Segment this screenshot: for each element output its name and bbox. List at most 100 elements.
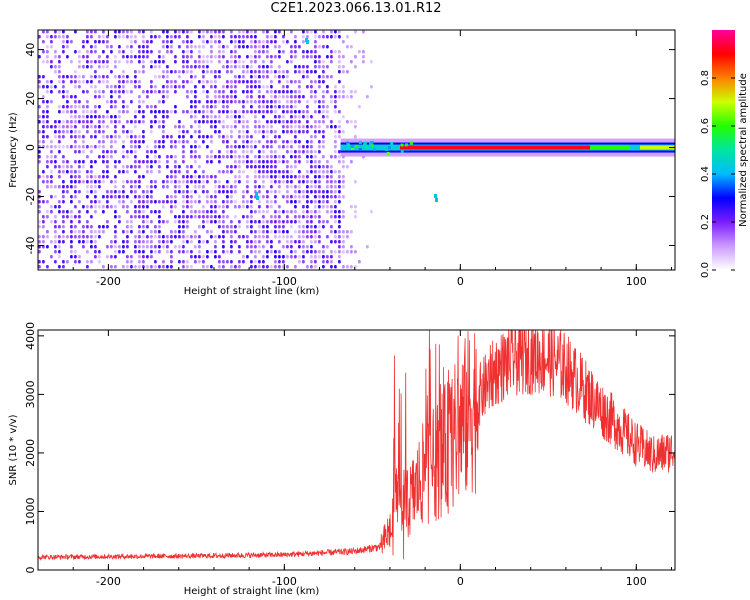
spectrogram-cell xyxy=(162,180,165,184)
spectrogram-cell xyxy=(202,140,205,144)
spectrogram-cell xyxy=(238,60,241,64)
spectrogram-cell xyxy=(62,50,65,54)
spectrogram-cell xyxy=(258,220,261,224)
carrier-blob xyxy=(409,141,413,145)
spectrogram-cell xyxy=(142,45,145,49)
spectrogram-cell xyxy=(50,80,53,84)
spectrogram-cell xyxy=(122,30,125,34)
spectrogram-cell xyxy=(338,160,341,164)
spectrogram-cell xyxy=(78,145,81,149)
spectrogram-cell xyxy=(130,80,133,84)
spectrogram-cell xyxy=(62,190,65,194)
spectrogram-cell xyxy=(86,155,89,159)
spectrogram-cell xyxy=(306,30,309,34)
spectrogram-cell xyxy=(286,150,289,154)
spectrogram-cell xyxy=(234,45,237,49)
spectrogram-cell xyxy=(70,175,73,179)
spectrogram-cell xyxy=(206,220,209,224)
spectrogram-cell xyxy=(154,210,157,214)
spectrogram-cell xyxy=(278,100,281,104)
spectrogram-cell xyxy=(146,155,149,159)
carrier-blob xyxy=(373,147,377,151)
spectrogram-y-tick-label: 0 xyxy=(24,144,37,151)
spectrogram-cell xyxy=(270,95,273,99)
spectrogram-cell xyxy=(90,170,93,174)
spectrogram-cell xyxy=(58,60,61,64)
spectrogram-cell xyxy=(234,200,237,204)
spectrogram-cell xyxy=(58,150,61,154)
spectrogram-cell xyxy=(234,155,237,159)
spectrogram-cell xyxy=(262,135,265,139)
spectrogram-cell xyxy=(230,250,233,254)
spectrogram-cell xyxy=(262,130,265,134)
spectrogram-cell xyxy=(254,130,257,134)
spectrogram-y-tick-label: 20 xyxy=(24,92,37,106)
spectrogram-cell xyxy=(42,260,45,264)
spectrogram-cell xyxy=(306,245,309,249)
spectrogram-cell xyxy=(238,160,241,164)
spectrogram-cell xyxy=(54,70,57,74)
spectrogram-cell xyxy=(50,85,53,89)
spectrogram-cell xyxy=(274,215,277,219)
spectrogram-cell xyxy=(58,170,61,174)
spectrogram-cell xyxy=(230,60,233,64)
spectrogram-cell xyxy=(270,150,273,154)
spectrogram-cell xyxy=(110,245,113,249)
spectrogram-cell xyxy=(222,245,225,249)
spectrogram-cell xyxy=(130,190,133,194)
carrier-blob xyxy=(358,141,362,145)
spectrogram-cell xyxy=(118,115,121,119)
spectrogram-cell xyxy=(330,30,333,34)
spectrogram-cell xyxy=(266,100,269,104)
spectrogram-cell xyxy=(86,240,89,244)
spectrogram-cell xyxy=(326,210,329,214)
spectrogram-cell xyxy=(314,235,317,239)
spectrogram-cell xyxy=(318,240,321,244)
colorbar-tick-label: 0.8 xyxy=(700,70,711,86)
spectrogram-cell xyxy=(306,70,309,74)
spectrogram-cell xyxy=(290,235,293,239)
spectrogram-cell xyxy=(50,145,53,149)
spectrogram-cell xyxy=(266,195,269,199)
spectrogram-cell xyxy=(274,105,277,109)
spectrogram-cell xyxy=(134,195,137,199)
spectrogram-cell xyxy=(334,220,337,224)
spectrogram-cell xyxy=(306,115,309,119)
spectrogram-cell xyxy=(146,215,149,219)
snr-series-line xyxy=(38,330,675,561)
spectrogram-cell xyxy=(274,200,277,204)
spectrogram-cell xyxy=(94,180,97,184)
spectrogram-cell xyxy=(66,110,69,114)
spectrogram-cell xyxy=(138,145,141,149)
spectrogram-cell xyxy=(278,250,281,254)
spectrogram-cell xyxy=(122,80,125,84)
spectrogram-cell xyxy=(146,55,149,59)
spectrogram-cell xyxy=(302,125,305,129)
carrier-blob xyxy=(355,144,359,148)
spectrogram-cell xyxy=(330,255,333,259)
spectrogram-cell xyxy=(90,165,93,169)
spectrogram-cell xyxy=(314,185,317,189)
spectrogram-cell xyxy=(182,55,185,59)
spectrogram-cell xyxy=(142,90,145,94)
spectrogram-cell xyxy=(190,235,193,239)
spectrogram-cell xyxy=(178,30,181,34)
spectrogram-cell xyxy=(310,185,313,189)
spectrogram-cell xyxy=(62,80,65,84)
spectrogram-cell xyxy=(342,95,345,99)
spectrogram-cell xyxy=(334,125,337,129)
spectrogram-cell xyxy=(210,35,213,39)
spectrogram-cell xyxy=(214,155,217,159)
spectrogram-cell xyxy=(230,100,233,104)
spectrogram-cell xyxy=(194,100,197,104)
spectrogram-cell xyxy=(318,210,321,214)
spectrogram-cell xyxy=(202,265,205,269)
spectrogram-cell xyxy=(330,170,333,174)
spectrogram-cell xyxy=(182,80,185,84)
spectrogram-cell xyxy=(170,85,173,89)
spectrogram-cell xyxy=(122,200,125,204)
spectrogram-cell xyxy=(190,175,193,179)
spectrogram-cell xyxy=(190,190,193,194)
spectrogram-cell xyxy=(162,130,165,134)
spectrogram-cell xyxy=(126,80,129,84)
